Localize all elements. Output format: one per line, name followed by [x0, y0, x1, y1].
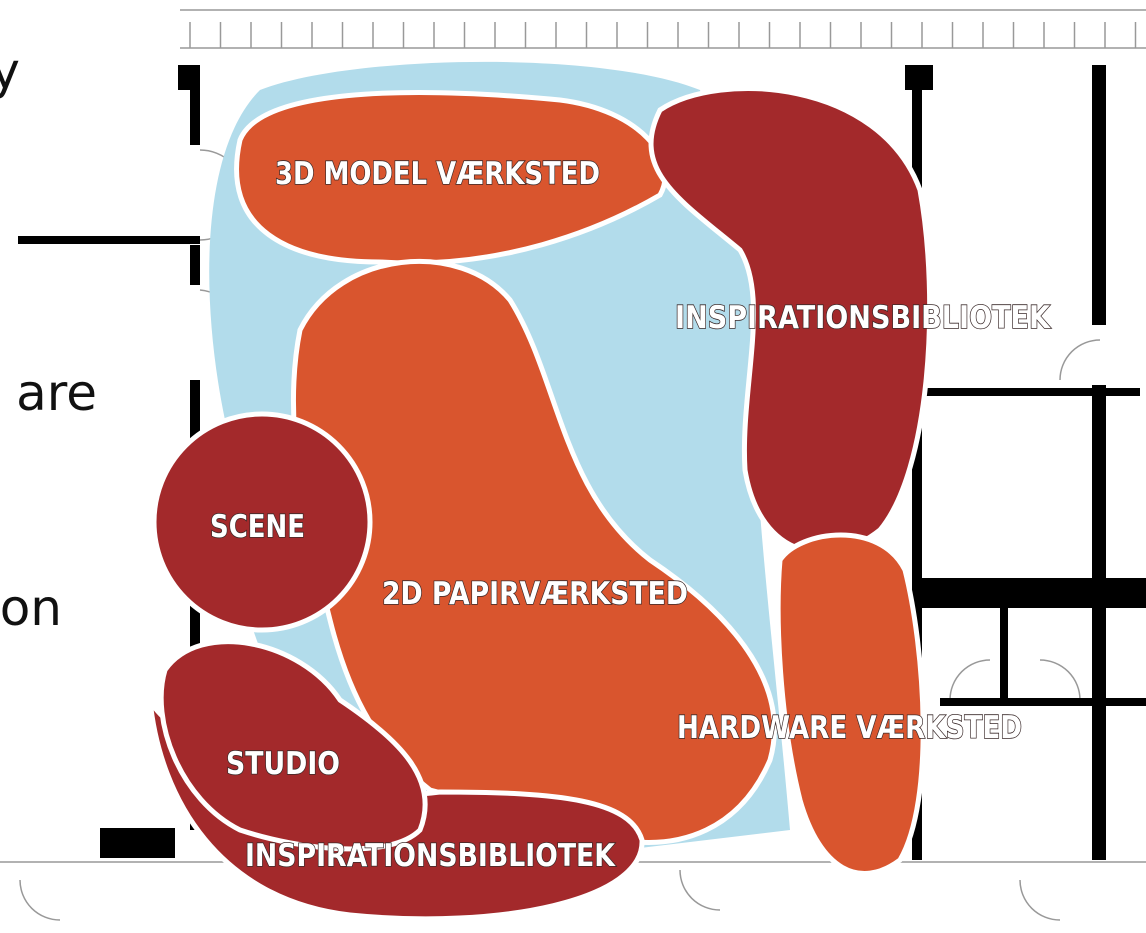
facade-ticks [189, 22, 1137, 48]
zone-scene [151, 411, 373, 633]
zone-hardware [775, 532, 926, 876]
zone-label: SCENE [210, 509, 305, 545]
zone-label: INSPIRATIONSBIBLIOTEK [675, 300, 1051, 336]
zone-label: HARDWARE VÆRKSTED [677, 710, 1022, 746]
zone-studio [158, 639, 428, 852]
zone-2d-paper [290, 258, 777, 845]
zone-label: INSPIRATIONSBIBLIOTEK [245, 838, 616, 874]
side-text: on [0, 579, 62, 637]
zone-3d-model [234, 90, 668, 266]
zone-label: 3D MODEL VÆRKSTED [275, 156, 600, 192]
side-text: are [16, 364, 97, 422]
zone-label: STUDIO [226, 746, 340, 782]
zone-label: 2D PAPIRVÆRKSTED [382, 576, 688, 612]
side-text: y [0, 42, 20, 100]
